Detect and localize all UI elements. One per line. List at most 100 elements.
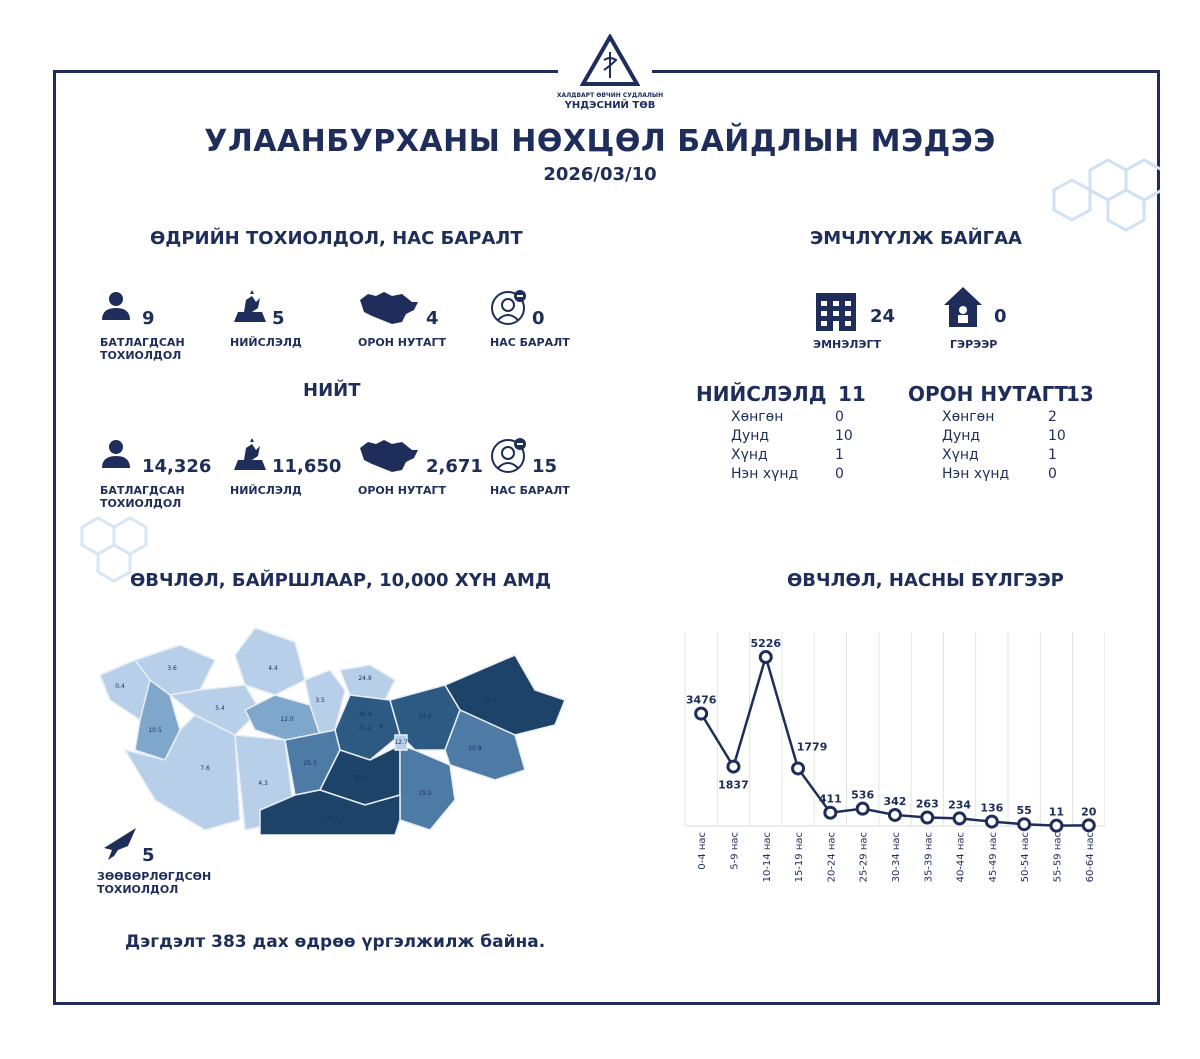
daily-heading: ӨДРИЙН ТОХИОЛДОЛ, НАС БАРАЛТ: [150, 228, 523, 249]
daily-value-0: 9: [142, 308, 155, 329]
rural-severity-value: 1: [1048, 447, 1057, 463]
province-value: 4.3: [258, 780, 268, 787]
map-heading: ӨВЧЛӨЛ, БАЙРШЛААР, 10,000 ХҮН АМД: [130, 570, 551, 591]
daily-value-2: 4: [426, 308, 439, 329]
hospital-value: 24: [870, 306, 896, 327]
logo: ХАЛДВАРТ ӨВЧИН СУДЛАЛЫН ҮНДЭСНИЙ ТӨВ: [545, 32, 675, 112]
capital-title: НИЙСЛЭЛД: [696, 382, 827, 406]
province-value: 12.0: [280, 716, 294, 723]
data-point: [726, 759, 741, 774]
total-value-3: 15: [532, 456, 558, 477]
rural-severity-value: 0: [1048, 466, 1057, 482]
person-icon: [102, 440, 130, 468]
province-value: 10.5: [148, 727, 162, 734]
province-value: 38.2: [325, 815, 339, 822]
province-value: 20.8: [468, 745, 482, 752]
data-point: [984, 814, 999, 829]
x-tick-label: 20-24 нас: [826, 832, 837, 882]
deceased-icon: [491, 290, 526, 325]
province-region: [338, 664, 396, 701]
data-point: [920, 810, 935, 825]
treatment-heading: ЭМЧЛҮҮЛЖ БАЙГАА: [810, 228, 1022, 249]
capital-severity-value: 10: [835, 428, 853, 444]
data-label: 411: [819, 793, 842, 806]
mongolia-map-icon: [360, 440, 418, 472]
data-point: [694, 706, 709, 721]
frame-left: [53, 70, 56, 1005]
x-tick-label: 35-39 нас: [923, 832, 934, 882]
x-tick-label: 30-34 нас: [891, 832, 902, 882]
choropleth-map: 0.4 3.6 4.4 5.4 10.5 12.0 3.5 24.9 31.2 33.2 35.7 2…: [99, 627, 566, 835]
ulaanbaatar-value: 9: [379, 723, 383, 730]
daily-label-0: БАТЛАГДСАН ТОХИОЛДОЛ: [100, 336, 185, 362]
data-label: 1779: [797, 740, 828, 753]
capital-severity-label: Дунд: [731, 428, 770, 444]
x-tick-label: 60-64 нас: [1085, 832, 1096, 882]
data-label: 263: [916, 797, 939, 810]
province-region: [259, 789, 401, 835]
age-line-chart: 3476 0-4 нас 1837 5-9 нас 5226 10-14 нас 1779 1…: [684, 632, 1105, 882]
logo-line1: ХАЛДВАРТ ӨВЧИН СУДЛАЛЫН: [556, 92, 664, 99]
capital-severity-value: 1: [835, 447, 844, 463]
hexagon-decoration-left-icon: [80, 516, 148, 583]
data-label: 55: [1016, 804, 1031, 817]
capital-severity-label: Хөнгөн: [731, 409, 784, 425]
hexagon-decoration-icon: [1052, 158, 1160, 232]
data-label: 234: [948, 798, 971, 811]
capital-severity-value: 0: [835, 466, 844, 482]
x-tick-label: 0-4 нас: [697, 832, 708, 870]
daily-label-3: НАС БАРАЛТ: [490, 336, 570, 349]
total-label-1: НИЙСЛЭЛД: [230, 484, 302, 497]
monument-icon: [234, 290, 266, 322]
footer-note: Дэгдэлт 383 дах өдрөө үргэлжилж байна.: [125, 932, 546, 952]
province-value: 19.2: [418, 790, 432, 797]
chart-heading: ӨВЧЛӨЛ, НАСНЫ БҮЛГЭЭР: [787, 570, 1064, 591]
province-value: 25.3: [303, 760, 317, 767]
frame-right: [1157, 70, 1160, 1005]
data-point: [1017, 817, 1032, 832]
home-value: 0: [994, 306, 1007, 327]
data-point: [855, 801, 870, 816]
data-point: [1081, 818, 1096, 833]
page-title: УЛААНБУРХАНЫ НӨХЦӨЛ БАЙДЛЫН МЭДЭЭ: [204, 124, 996, 159]
home-label: ГЭРЭЭР: [950, 338, 998, 351]
province-value: 0.4: [115, 683, 125, 690]
x-tick-label: 10-14 нас: [762, 832, 773, 882]
hospital-label: ЭМНЭЛЭГТ: [813, 338, 882, 351]
deceased-icon: [491, 438, 526, 473]
province-value: 24.9: [358, 675, 372, 682]
province-region: [444, 708, 526, 781]
province-value: 31.2: [358, 725, 372, 732]
province-value: 4.4: [268, 665, 278, 672]
data-point: [823, 805, 838, 820]
total-heading: НИЙТ: [303, 380, 361, 401]
total-label-2: ОРОН НУТАГТ: [358, 484, 447, 497]
logo-line2: ҮНДЭСНИЙ ТӨВ: [564, 100, 656, 111]
x-tick-label: 5-9 нас: [729, 832, 740, 870]
x-tick-label: 55-59 нас: [1052, 832, 1063, 882]
daily-label-1: НИЙСЛЭЛД: [230, 336, 302, 349]
imported-label: ЗӨӨВӨРЛӨГДСӨН ТОХИОЛДОЛ: [97, 870, 212, 896]
province-value: 3.5: [315, 697, 325, 704]
province-region: [394, 734, 408, 751]
airplane-icon: [104, 828, 136, 860]
capital-total: 11: [838, 382, 866, 406]
data-point: [952, 811, 967, 826]
province-value: 35.7: [483, 697, 497, 704]
person-icon: [102, 292, 130, 320]
ulaanbaatar-value: 36.4: [358, 711, 372, 718]
frame-top-left: [53, 70, 558, 73]
frame-top-right: [652, 70, 1160, 73]
rural-severity-label: Дунд: [942, 428, 981, 444]
daily-value-1: 5: [272, 308, 285, 329]
capital-severity-label: Нэн хүнд: [731, 466, 799, 482]
rural-severity-value: 10: [1048, 428, 1066, 444]
x-tick-label: 50-54 нас: [1020, 832, 1031, 882]
data-point: [887, 807, 902, 822]
total-value-2: 2,671: [426, 456, 483, 477]
imported-value: 5: [142, 845, 155, 866]
x-tick-label: 45-49 нас: [988, 832, 999, 882]
capital-severity-value: 0: [835, 409, 844, 425]
rural-total: 13: [1066, 382, 1094, 406]
province-region: [399, 743, 456, 831]
